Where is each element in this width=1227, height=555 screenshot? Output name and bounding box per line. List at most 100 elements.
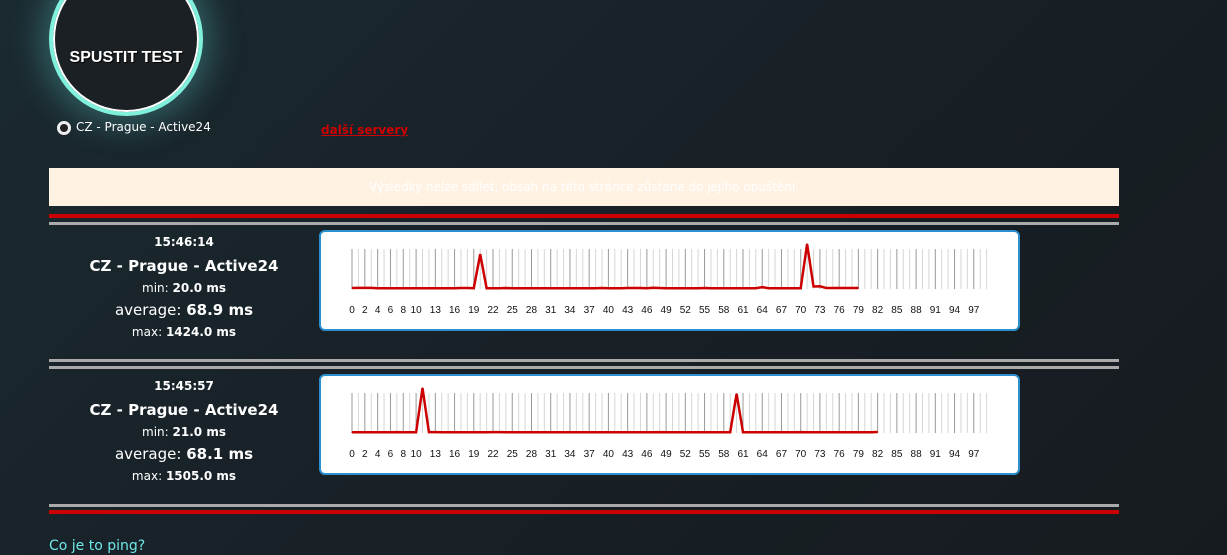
x-tick-label: 70 xyxy=(795,449,807,460)
avg-label: average: xyxy=(114,445,182,463)
data-point xyxy=(825,431,827,433)
x-tick-label: 67 xyxy=(776,305,788,316)
data-point xyxy=(620,287,622,289)
x-tick-label: 64 xyxy=(757,449,769,460)
data-point xyxy=(870,431,872,433)
data-point xyxy=(428,287,430,289)
x-tick-label: 2 xyxy=(362,449,368,460)
divider-gray xyxy=(49,504,1119,507)
data-point xyxy=(844,431,847,433)
data-point xyxy=(351,287,353,289)
data-point xyxy=(627,431,629,433)
result-time: 15:46:14 xyxy=(154,235,214,249)
ping-series-line xyxy=(351,243,859,290)
data-point xyxy=(671,287,674,289)
x-tick-label: 4 xyxy=(375,449,381,460)
data-point xyxy=(774,431,776,433)
data-point xyxy=(511,431,513,433)
x-tick-label: 64 xyxy=(757,305,769,316)
data-point xyxy=(652,431,654,433)
x-tick-label: 76 xyxy=(834,449,846,460)
data-point xyxy=(575,431,577,433)
max-label: max: xyxy=(131,469,163,483)
data-point xyxy=(678,431,680,433)
x-tick-label: 6 xyxy=(388,305,394,316)
data-point xyxy=(838,287,840,289)
data-point xyxy=(594,431,597,433)
x-tick-label: 88 xyxy=(911,305,923,316)
start-test-button[interactable]: SPUSTIT TEST xyxy=(49,0,203,116)
avg-label: average: xyxy=(114,301,182,319)
x-tick-label: 49 xyxy=(661,305,673,316)
data-point xyxy=(607,431,609,433)
ping-chart-svg: 0 2 4 6 8 10 13 16 19 22 25 28 31 34 37 40 43 46 49 52 55 58 6… xyxy=(349,387,988,460)
result-server: CZ - Prague - Active24 xyxy=(89,401,279,419)
data-point xyxy=(505,287,507,289)
data-point xyxy=(819,431,821,433)
x-tick-label: 37 xyxy=(584,449,596,460)
data-point xyxy=(396,431,398,433)
data-point xyxy=(729,431,731,433)
data-point xyxy=(710,287,712,289)
data-point xyxy=(453,431,456,433)
min-label: min: xyxy=(142,281,169,295)
data-point xyxy=(460,287,462,289)
x-tick-label: 91 xyxy=(930,449,942,460)
x-tick-label: 58 xyxy=(718,305,730,316)
result-time: 15:45:57 xyxy=(154,379,214,393)
data-point xyxy=(562,287,565,289)
server-radio[interactable] xyxy=(57,121,71,135)
data-point xyxy=(736,393,738,395)
data-point xyxy=(684,431,686,433)
min-label: min: xyxy=(142,425,169,439)
data-point xyxy=(703,287,706,289)
x-tick-label: 85 xyxy=(891,449,903,460)
x-tick-label: 55 xyxy=(699,449,711,460)
x-tick-label: 94 xyxy=(949,305,961,316)
data-point xyxy=(857,287,859,289)
data-point xyxy=(524,287,526,289)
data-point xyxy=(434,431,436,433)
what-is-ping-link[interactable]: Co je to ping? xyxy=(49,538,146,554)
data-point xyxy=(447,287,449,289)
data-point xyxy=(370,431,372,433)
data-point xyxy=(844,287,847,289)
server-label[interactable]: CZ - Prague - Active24 xyxy=(76,120,211,134)
x-tick-label: 19 xyxy=(468,449,480,460)
data-point xyxy=(364,431,366,433)
data-point xyxy=(761,431,763,433)
data-point xyxy=(486,287,488,289)
data-point xyxy=(768,287,770,289)
data-point xyxy=(806,431,808,433)
data-point xyxy=(614,431,616,433)
data-point xyxy=(639,431,642,433)
data-point xyxy=(518,287,520,289)
data-point xyxy=(492,431,494,433)
min-value: 21.0 ms xyxy=(172,425,226,439)
data-point xyxy=(383,431,385,433)
x-tick-label: 25 xyxy=(507,305,519,316)
data-point xyxy=(518,431,520,433)
data-point xyxy=(453,287,456,289)
data-point xyxy=(498,287,501,289)
data-point xyxy=(652,287,654,289)
x-tick-label: 70 xyxy=(795,305,807,316)
data-point xyxy=(575,287,577,289)
data-point xyxy=(787,431,789,433)
data-point xyxy=(806,243,808,245)
divider-gray xyxy=(49,359,1119,362)
x-tick-label: 73 xyxy=(814,449,826,460)
data-point xyxy=(543,287,545,289)
data-point xyxy=(389,287,392,289)
data-point xyxy=(678,287,680,289)
data-point xyxy=(793,287,795,289)
x-tick-label: 97 xyxy=(968,449,980,460)
data-point xyxy=(780,431,783,433)
data-point xyxy=(691,431,693,433)
data-point xyxy=(601,287,603,289)
more-servers-link[interactable]: další servery xyxy=(321,123,409,137)
x-tick-label: 22 xyxy=(487,449,499,460)
data-point xyxy=(659,431,661,433)
data-point xyxy=(851,431,853,433)
x-tick-label: 43 xyxy=(622,449,634,460)
